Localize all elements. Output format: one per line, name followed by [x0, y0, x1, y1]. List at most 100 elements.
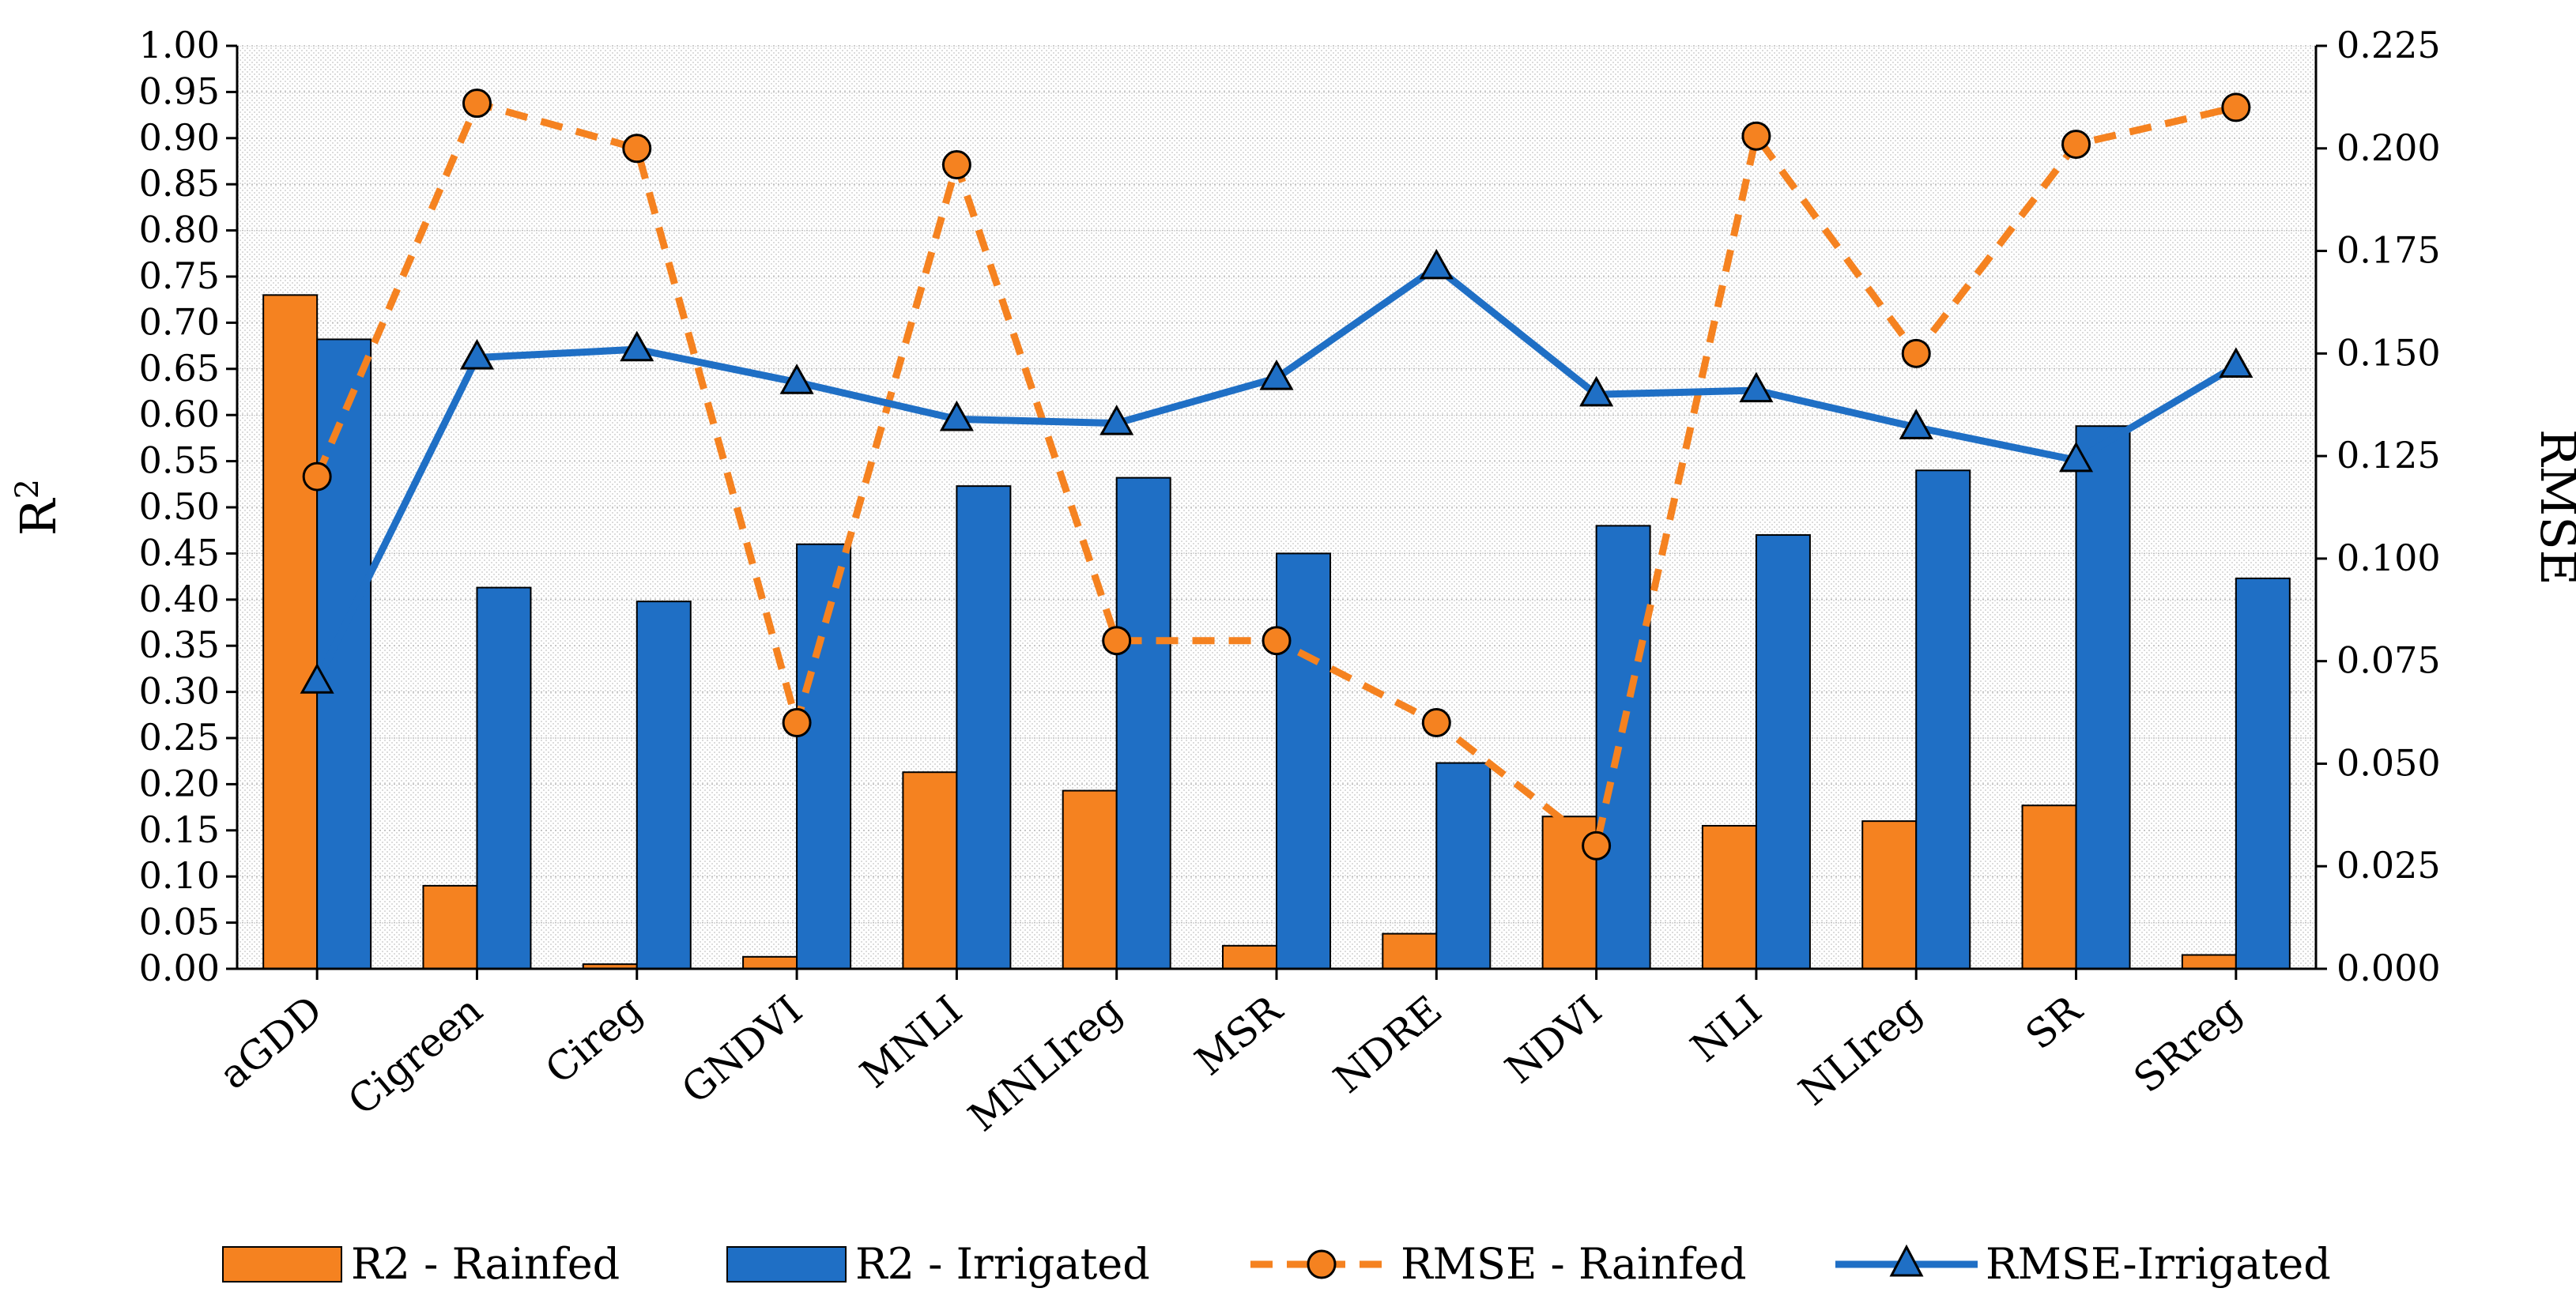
point-rmse-rainfed-NLI	[1741, 121, 1771, 151]
bar-r2-irrigated-SRreg	[2235, 577, 2291, 970]
bar-r2-irrigated-GNDVI	[796, 543, 852, 970]
point-rmse-rainfed-MNLIreg	[1102, 626, 1132, 656]
point-rmse-rainfed-MSR	[1262, 626, 1292, 656]
bar-r2-irrigated-NDRE	[1435, 762, 1492, 970]
bar-r2-rainfed-aGDD	[262, 294, 319, 970]
legend-marker-rmse-irrigated	[1889, 1244, 1924, 1277]
x-tick-label-NDRE: NDRE	[1326, 987, 1450, 1102]
y-tick-label-left: 0.10	[139, 854, 220, 897]
point-rmse-rainfed-SR	[2061, 130, 2091, 160]
legend-label-r2-rainfed: R2 - Rainfed	[351, 1239, 620, 1289]
y-tick-label-left: 0.75	[139, 254, 220, 297]
y-tick-label-left: 1.00	[139, 24, 220, 66]
point-rmse-irrigated-NLI	[1739, 371, 1774, 403]
point-rmse-irrigated-GNDVI	[779, 363, 814, 394]
y-tick-label-left: 0.95	[139, 70, 220, 112]
y-tick-label-right: 0.075	[2337, 639, 2441, 682]
y-tick-label-left: 0.30	[139, 670, 220, 713]
series-lines	[300, 89, 2254, 861]
point-rmse-irrigated-aGDD	[300, 663, 334, 694]
y-tick-label-left: 0.60	[139, 393, 220, 435]
y-tick-label-left: 0.20	[139, 762, 220, 804]
x-tick-label-NDVI: NDVI	[1497, 987, 1611, 1093]
bar-r2-rainfed-GNDVI	[742, 955, 798, 970]
y-tick-label-right: 0.175	[2337, 229, 2441, 272]
bar-r2-rainfed-MNLIreg	[1062, 789, 1118, 970]
point-rmse-rainfed-GNDVI	[782, 708, 812, 738]
y-tick-label-left: 0.70	[139, 300, 220, 343]
point-rmse-irrigated-MNLIreg	[1099, 405, 1134, 435]
point-rmse-rainfed-aGDD	[302, 461, 332, 492]
y-tick-label-right: 0.125	[2337, 434, 2441, 476]
bar-r2-rainfed-SR	[2021, 804, 2077, 970]
y-tick-label-right: 0.200	[2337, 126, 2441, 169]
y-tick-label-left: 0.40	[139, 578, 220, 620]
x-tick-label-NLIreg: NLIreg	[1790, 987, 1930, 1115]
legend-label-r2-irrigated: R2 - Irrigated	[855, 1239, 1150, 1289]
bar-r2-irrigated-MSR	[1276, 552, 1331, 970]
point-rmse-irrigated-SR	[2058, 441, 2094, 473]
x-tick-label-aGDD: aGDD	[211, 987, 331, 1098]
bars	[262, 294, 2291, 970]
bar-r2-irrigated-Cigreen	[476, 586, 532, 970]
legend: R2 - Rainfed R2 - Irrigated RMSE - Rainfed…	[222, 1239, 2331, 1289]
legend-marker-rmse-rainfed	[1307, 1249, 1337, 1279]
y-tick-label-left: 0.65	[139, 347, 220, 390]
point-rmse-irrigated-SRreg	[2219, 347, 2254, 379]
y-tick-label-left: 0.15	[139, 808, 220, 851]
legend-label-rmse-irrigated: RMSE-Irrigated	[1986, 1239, 2331, 1289]
point-rmse-irrigated-Cigreen	[459, 339, 495, 370]
x-tick-label-MNLIreg: MNLIreg	[960, 987, 1130, 1140]
point-rmse-rainfed-Cireg	[622, 134, 652, 164]
x-tick-label-MNLI: MNLI	[852, 987, 971, 1098]
point-rmse-rainfed-MNLI	[941, 150, 971, 180]
y-tick-label-left: 0.00	[139, 947, 220, 989]
bar-r2-rainfed-SRreg	[2181, 954, 2237, 970]
legend-label-rmse-rainfed: RMSE - Rainfed	[1401, 1239, 1747, 1289]
y-tick-label-right: 0.100	[2337, 537, 2441, 579]
x-tick-label-Cireg: Cireg	[537, 987, 651, 1093]
bar-r2-rainfed-MSR	[1222, 944, 1277, 970]
bar-r2-irrigated-MNLIreg	[1115, 476, 1171, 970]
legend-swatch-r2-rainfed	[222, 1246, 342, 1283]
y-tick-label-left: 0.80	[139, 209, 220, 251]
bar-r2-irrigated-aGDD	[316, 338, 372, 970]
x-tick-label-NLI: NLI	[1682, 987, 1770, 1072]
axes	[226, 44, 2327, 980]
point-rmse-irrigated-MNLI	[939, 400, 974, 431]
legend-swatch-r2-irrigated	[726, 1246, 847, 1283]
point-rmse-rainfed-SRreg	[2221, 92, 2251, 122]
bar-r2-irrigated-SR	[2075, 425, 2131, 970]
point-rmse-irrigated-MSR	[1259, 360, 1294, 390]
x-tick-label-SR: SR	[2017, 986, 2091, 1059]
bar-r2-rainfed-NLI	[1701, 824, 1757, 970]
x-tick-label-Cigreen: Cigreen	[339, 987, 491, 1124]
y-tick-label-left: 0.35	[139, 623, 220, 666]
y-tick-label-right: 0.025	[2337, 844, 2441, 887]
bar-r2-rainfed-MNLI	[902, 771, 958, 970]
point-rmse-rainfed-NDVI	[1582, 831, 1612, 861]
point-rmse-irrigated-NDRE	[1419, 248, 1454, 280]
y-axis-title-left: R2	[9, 479, 67, 536]
y-tick-label-right: 0.000	[2337, 947, 2441, 989]
point-rmse-rainfed-Cigreen	[462, 89, 492, 119]
point-rmse-rainfed-NDRE	[1421, 708, 1451, 738]
bar-r2-irrigated-MNLI	[956, 485, 1012, 970]
bar-r2-irrigated-Cireg	[636, 601, 692, 970]
bar-r2-irrigated-NLI	[1755, 534, 1811, 970]
y-tick-label-right: 0.050	[2337, 741, 2441, 784]
point-rmse-rainfed-NLIreg	[1901, 338, 1931, 368]
bar-r2-irrigated-NDVI	[1595, 525, 1651, 970]
x-tick-label-MSR: MSR	[1186, 986, 1292, 1084]
y-axis-title-right: RMSE	[2529, 429, 2576, 586]
y-tick-label-left: 0.05	[139, 901, 220, 944]
x-tick-label-GNDVI: GNDVI	[673, 987, 811, 1113]
y-tick-label-right: 0.150	[2337, 331, 2441, 374]
bar-r2-rainfed-NDRE	[1382, 932, 1438, 970]
bar-r2-irrigated-NLIreg	[1915, 469, 1971, 970]
bar-r2-rainfed-NLIreg	[1861, 820, 1918, 970]
bar-r2-rainfed-Cigreen	[422, 884, 478, 970]
y-tick-label-left: 0.55	[139, 439, 220, 482]
y-tick-label-left: 0.45	[139, 531, 220, 574]
